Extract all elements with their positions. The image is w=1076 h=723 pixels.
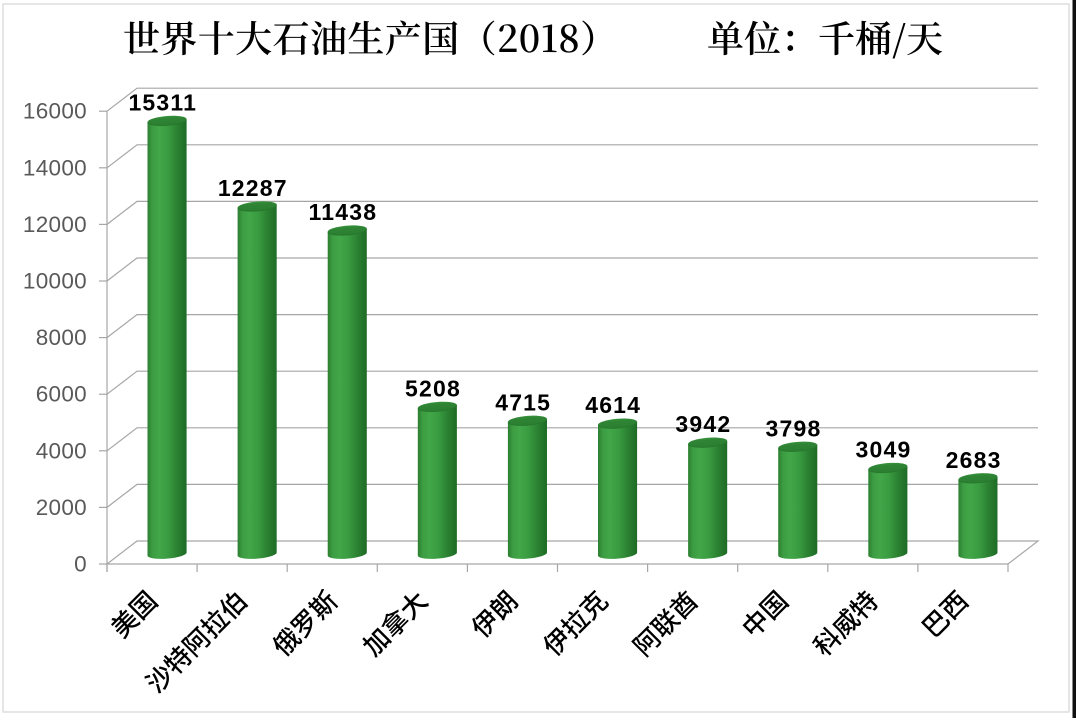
svg-text:6000: 6000 bbox=[36, 382, 87, 407]
svg-text:4614: 4614 bbox=[585, 392, 641, 418]
svg-text:2683: 2683 bbox=[946, 447, 1002, 473]
svg-text:3798: 3798 bbox=[766, 415, 822, 441]
svg-text:0: 0 bbox=[74, 552, 87, 577]
svg-text:2000: 2000 bbox=[36, 495, 87, 520]
svg-text:12000: 12000 bbox=[23, 212, 87, 237]
svg-text:16000: 16000 bbox=[23, 99, 87, 124]
svg-text:8000: 8000 bbox=[36, 325, 87, 350]
svg-text:12287: 12287 bbox=[218, 175, 288, 201]
svg-text:10000: 10000 bbox=[23, 269, 87, 294]
svg-text:11438: 11438 bbox=[309, 199, 378, 225]
svg-text:14000: 14000 bbox=[23, 155, 87, 180]
svg-text:15311: 15311 bbox=[128, 90, 197, 116]
svg-text:4715: 4715 bbox=[495, 389, 551, 415]
svg-text:4000: 4000 bbox=[36, 438, 87, 463]
svg-text:3049: 3049 bbox=[856, 437, 912, 463]
svg-text:5208: 5208 bbox=[405, 375, 461, 401]
svg-text:3942: 3942 bbox=[675, 411, 731, 437]
